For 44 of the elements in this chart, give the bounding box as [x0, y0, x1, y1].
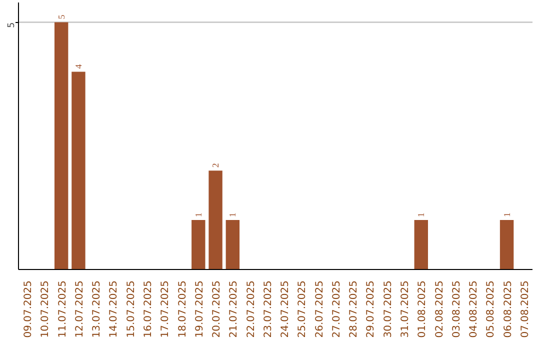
x-tick-label: 21.07.2025	[228, 280, 240, 338]
x-tick-label: 19.07.2025	[194, 280, 206, 338]
x-tick-label: 29.07.2025	[366, 280, 377, 338]
data-label: 5	[56, 14, 66, 20]
x-tick-label: 10.07.2025	[40, 280, 52, 338]
x-tick-label: 09.07.2025	[23, 280, 34, 338]
x-tick-label: 27.07.2025	[331, 280, 342, 338]
x-tick-label: 28.07.2025	[348, 280, 360, 338]
x-tick-label: 23.07.2025	[262, 280, 274, 338]
bar	[72, 72, 86, 270]
x-tick-label: 07.08.2025	[520, 280, 531, 338]
x-tick-label: 16.07.2025	[143, 280, 154, 338]
data-label: 1	[416, 212, 426, 218]
x-tick-label: 03.08.2025	[451, 280, 462, 338]
data-label: 2	[210, 163, 221, 168]
bar	[54, 22, 68, 270]
x-tick-label: 15.07.2025	[126, 280, 137, 338]
x-tick-label: 17.07.2025	[160, 280, 172, 338]
x-tick-label: 14.07.2025	[108, 280, 120, 338]
x-tick-label: 11.07.2025	[57, 280, 68, 338]
x-tick-label: 25.07.2025	[297, 280, 308, 338]
bar	[500, 220, 514, 270]
x-tick-label: 12.07.2025	[74, 280, 86, 338]
x-tick-label: 18.07.2025	[177, 280, 188, 338]
bar	[414, 220, 428, 270]
x-tick-label: 13.07.2025	[92, 280, 103, 338]
x-tick-label: 30.07.2025	[382, 280, 394, 338]
bar	[226, 220, 240, 270]
x-tick-label: 04.08.2025	[468, 280, 480, 338]
data-label: 1	[193, 212, 204, 218]
x-tick-label: 26.07.2025	[314, 280, 326, 338]
bar	[208, 170, 222, 270]
x-tick-label: 05.08.2025	[486, 280, 497, 338]
x-tick-label: 02.08.2025	[434, 280, 446, 338]
x-tick-label: 22.07.2025	[246, 280, 257, 338]
x-tick-label: 24.07.2025	[280, 280, 292, 338]
data-label: 1	[502, 212, 512, 218]
x-tick-label: 31.07.2025	[400, 280, 411, 338]
x-tick-label: 20.07.2025	[212, 280, 223, 338]
data-label: 1	[228, 212, 238, 218]
x-tick-label: 06.08.2025	[502, 280, 514, 338]
data-label: 4	[73, 64, 84, 69]
x-tick-label: 01.08.2025	[417, 280, 428, 338]
bar	[192, 220, 206, 270]
